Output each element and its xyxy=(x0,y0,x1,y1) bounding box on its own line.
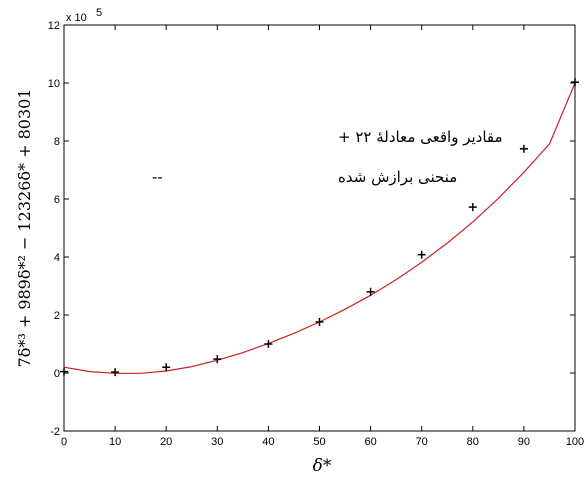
data-point xyxy=(315,317,324,326)
x-tick-label: 100 xyxy=(566,436,584,448)
y-multiplier-label: x 10 xyxy=(66,12,87,24)
data-point xyxy=(417,250,426,259)
x-tick-label: 90 xyxy=(518,436,530,448)
y-tick-label: 10 xyxy=(48,78,60,90)
data-point xyxy=(60,367,68,376)
y-tick-label: 0 xyxy=(54,368,60,380)
data-point xyxy=(468,203,477,212)
data-point xyxy=(111,368,120,377)
x-tick-label: 30 xyxy=(211,436,223,448)
legend: مقادیر واقعی معادلهٔ ۲۲ + منحنی برازش شد… xyxy=(152,128,503,186)
y-tick-label: -2 xyxy=(50,426,60,438)
x-tick-label: 0 xyxy=(61,436,67,448)
data-point xyxy=(571,78,579,87)
plot-area xyxy=(63,24,576,432)
data-point xyxy=(213,355,222,364)
y-tick-label: 4 xyxy=(54,252,60,264)
legend-label-fitted-curve: منحنی برازش شده xyxy=(338,168,457,186)
y-tick-label: 2 xyxy=(54,310,60,322)
x-tick-label: 70 xyxy=(416,436,428,448)
legend-label-actual-values: مقادیر واقعی معادلهٔ ۲۲ + xyxy=(338,128,503,146)
x-tick-label: 60 xyxy=(364,436,376,448)
y-axis-label: 7δ*³ + 989δ*² − 12326δ* + 80301 xyxy=(15,89,34,368)
x-tick-label: 50 xyxy=(313,436,325,448)
x-tick-label: 80 xyxy=(467,436,479,448)
x-tick-label: 40 xyxy=(262,436,274,448)
legend-marker-fitted-curve: -- xyxy=(152,168,163,186)
data-markers xyxy=(60,78,579,377)
y-tick-label: 8 xyxy=(54,136,60,148)
data-point xyxy=(264,340,273,348)
data-point xyxy=(519,144,528,153)
x-tick-label: 20 xyxy=(160,436,172,448)
y-tick-label: 12 xyxy=(48,20,60,32)
x-tick-label: 10 xyxy=(109,436,121,448)
y-tick-label: 6 xyxy=(54,194,60,206)
y-multiplier-exponent: 5 xyxy=(96,7,102,19)
data-point xyxy=(366,287,375,296)
x-axis-label: δ* xyxy=(313,456,332,476)
data-point xyxy=(162,363,171,372)
